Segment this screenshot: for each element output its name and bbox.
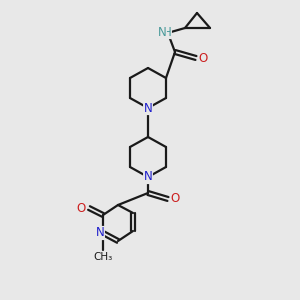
Text: O: O bbox=[198, 52, 208, 64]
Text: O: O bbox=[170, 193, 180, 206]
Text: N: N bbox=[144, 170, 152, 184]
Text: O: O bbox=[76, 202, 85, 214]
Text: H: H bbox=[163, 26, 171, 38]
Text: N: N bbox=[144, 101, 152, 115]
Text: N: N bbox=[158, 26, 166, 38]
Text: CH₃: CH₃ bbox=[93, 252, 112, 262]
Text: N: N bbox=[96, 226, 104, 239]
